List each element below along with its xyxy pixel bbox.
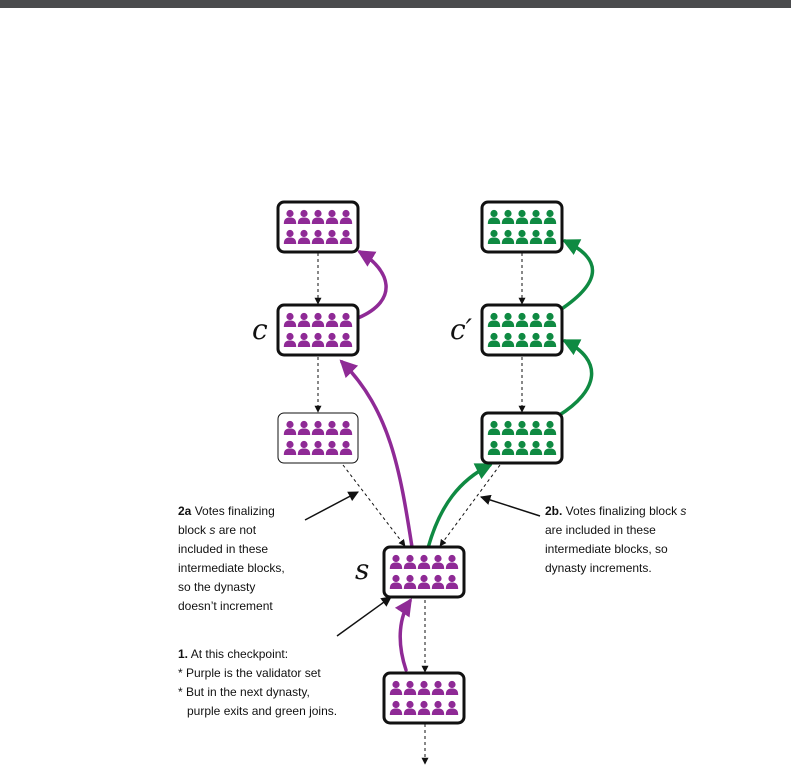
block-left-intermediate <box>277 412 359 464</box>
note-2a-line2-pre: block <box>178 523 210 537</box>
chain-edges <box>314 253 526 765</box>
note-2b-number: 2b. <box>545 504 563 518</box>
window-title-bar <box>0 0 791 8</box>
note-pointers <box>304 491 541 637</box>
pointer-2a <box>304 491 359 521</box>
note-2a-line5: so the dynasty <box>178 580 256 594</box>
note-1-number: 1. <box>178 647 189 661</box>
note-1: 1. At this checkpoint: * Purple is the v… <box>178 645 337 721</box>
block-top-right <box>480 200 564 254</box>
note-1-line2: * Purple is the validator set <box>178 666 321 680</box>
block-right-intermediate <box>480 411 564 465</box>
label-s: s <box>355 553 370 586</box>
note-2b-line3: intermediate blocks, so <box>545 542 668 556</box>
edge-left-intermediate-to-s <box>342 464 406 547</box>
block-bottom <box>382 671 466 725</box>
edge-right-intermediate-to-s <box>439 464 501 547</box>
arc-bottom-to-s <box>394 598 412 672</box>
arc-s-to-intermediate <box>426 463 494 550</box>
note-2b-line2: are included in these <box>545 523 656 537</box>
note-2b: 2b. Votes finalizing block s are include… <box>545 502 686 578</box>
note-1-line1: At this checkpoint: <box>188 647 289 661</box>
note-2a-line6: doesn’t increment <box>178 599 273 613</box>
arc-intermediate-to-cprime <box>556 339 594 418</box>
arc-c-to-top <box>356 250 388 320</box>
note-1-line3: * But in the next dynasty, <box>178 685 310 699</box>
arc-cprime-to-top <box>558 239 595 312</box>
note-2a-line2-post: are not <box>215 523 257 537</box>
note-2b-line4: dynasty increments. <box>545 561 652 575</box>
label-c-prime: c′ <box>450 313 473 346</box>
vote-arcs <box>339 239 595 672</box>
note-2a-number: 2a <box>178 504 192 518</box>
note-2b-line1-em: s <box>680 504 687 518</box>
block-top-left <box>276 200 360 254</box>
pointer-2b <box>480 494 541 517</box>
arc-s-to-c <box>339 359 414 549</box>
note-2a-line2-em: s <box>209 523 216 537</box>
note-2a-line3: included in these <box>178 542 269 556</box>
note-2a: 2a Votes finalizing block s are not incl… <box>178 502 285 616</box>
label-c: c <box>252 313 268 346</box>
note-2a-line4: intermediate blocks, <box>178 561 285 575</box>
note-1-line4: purple exits and green joins. <box>187 704 338 718</box>
block-c-prime <box>480 303 564 357</box>
note-2b-line1-pre: Votes finalizing block <box>562 504 681 518</box>
block-c <box>276 303 360 357</box>
block-s <box>382 545 466 599</box>
pointer-1 <box>336 596 392 637</box>
note-2a-line1: Votes finalizing <box>191 504 275 518</box>
